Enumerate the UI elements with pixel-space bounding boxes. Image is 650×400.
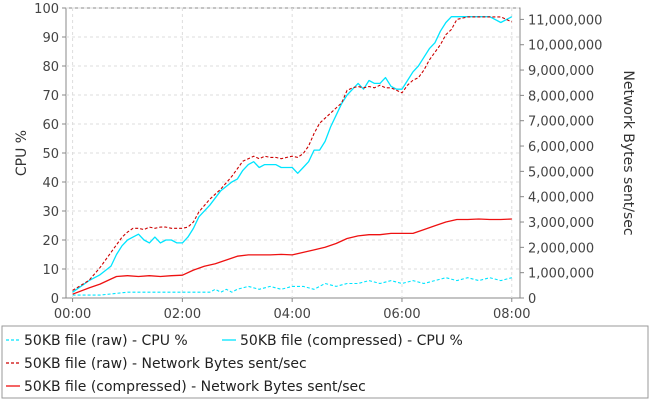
y2-axis-title: Network Bytes sent/sec (620, 70, 636, 235)
y-tick-label: 70 (42, 89, 59, 104)
legend: 50KB file (raw) - CPU % 50KB file (compre… (2, 326, 648, 398)
y-tick-label: 30 (42, 205, 59, 220)
y-tick-label: 50 (42, 147, 59, 162)
y2-tick-label: 9,000,000 (528, 64, 594, 79)
y-tick-label: 10 (42, 263, 59, 278)
legend-label: 50KB file (compressed) - CPU % (240, 333, 463, 349)
y2-tick-label: 1,000,000 (528, 267, 594, 282)
legend-label: 50KB file (compressed) - Network Bytes s… (24, 379, 366, 395)
legend-label: 50KB file (raw) - Network Bytes sent/sec (24, 356, 307, 372)
y2-tick-label: 11,000,000 (528, 13, 602, 28)
y-tick-label: 0 (51, 292, 59, 307)
y-tick-label: 60 (42, 118, 59, 133)
y2-tick-label: 3,000,000 (528, 216, 594, 231)
x-tick-label: 04:00 (273, 307, 310, 322)
y2-tick-label: 10,000,000 (528, 39, 602, 54)
y-tick-label: 20 (42, 234, 59, 249)
y2-tick-label: 4,000,000 (528, 191, 594, 206)
y-axis-title: CPU % (14, 130, 30, 176)
y-tick-label: 90 (42, 31, 59, 46)
y2-tick-label: 7,000,000 (528, 115, 594, 130)
y2-tick-label: 5,000,000 (528, 165, 594, 180)
y-tick-label: 100 (34, 2, 59, 17)
y-tick-label: 40 (42, 176, 59, 191)
y2-tick-label: 6,000,000 (528, 140, 594, 155)
y2-tick-label: 8,000,000 (528, 89, 594, 104)
legend-label: 50KB file (raw) - CPU % (24, 333, 188, 349)
x-tick-label: 02:00 (164, 307, 201, 322)
y2-tick-label: 0 (528, 292, 536, 307)
x-tick-label: 08:00 (493, 307, 530, 322)
x-tick-label: 06:00 (383, 307, 420, 322)
y2-tick-label: 2,000,000 (528, 241, 594, 256)
y-tick-label: 80 (42, 60, 59, 75)
x-tick-label: 00:00 (54, 307, 91, 322)
